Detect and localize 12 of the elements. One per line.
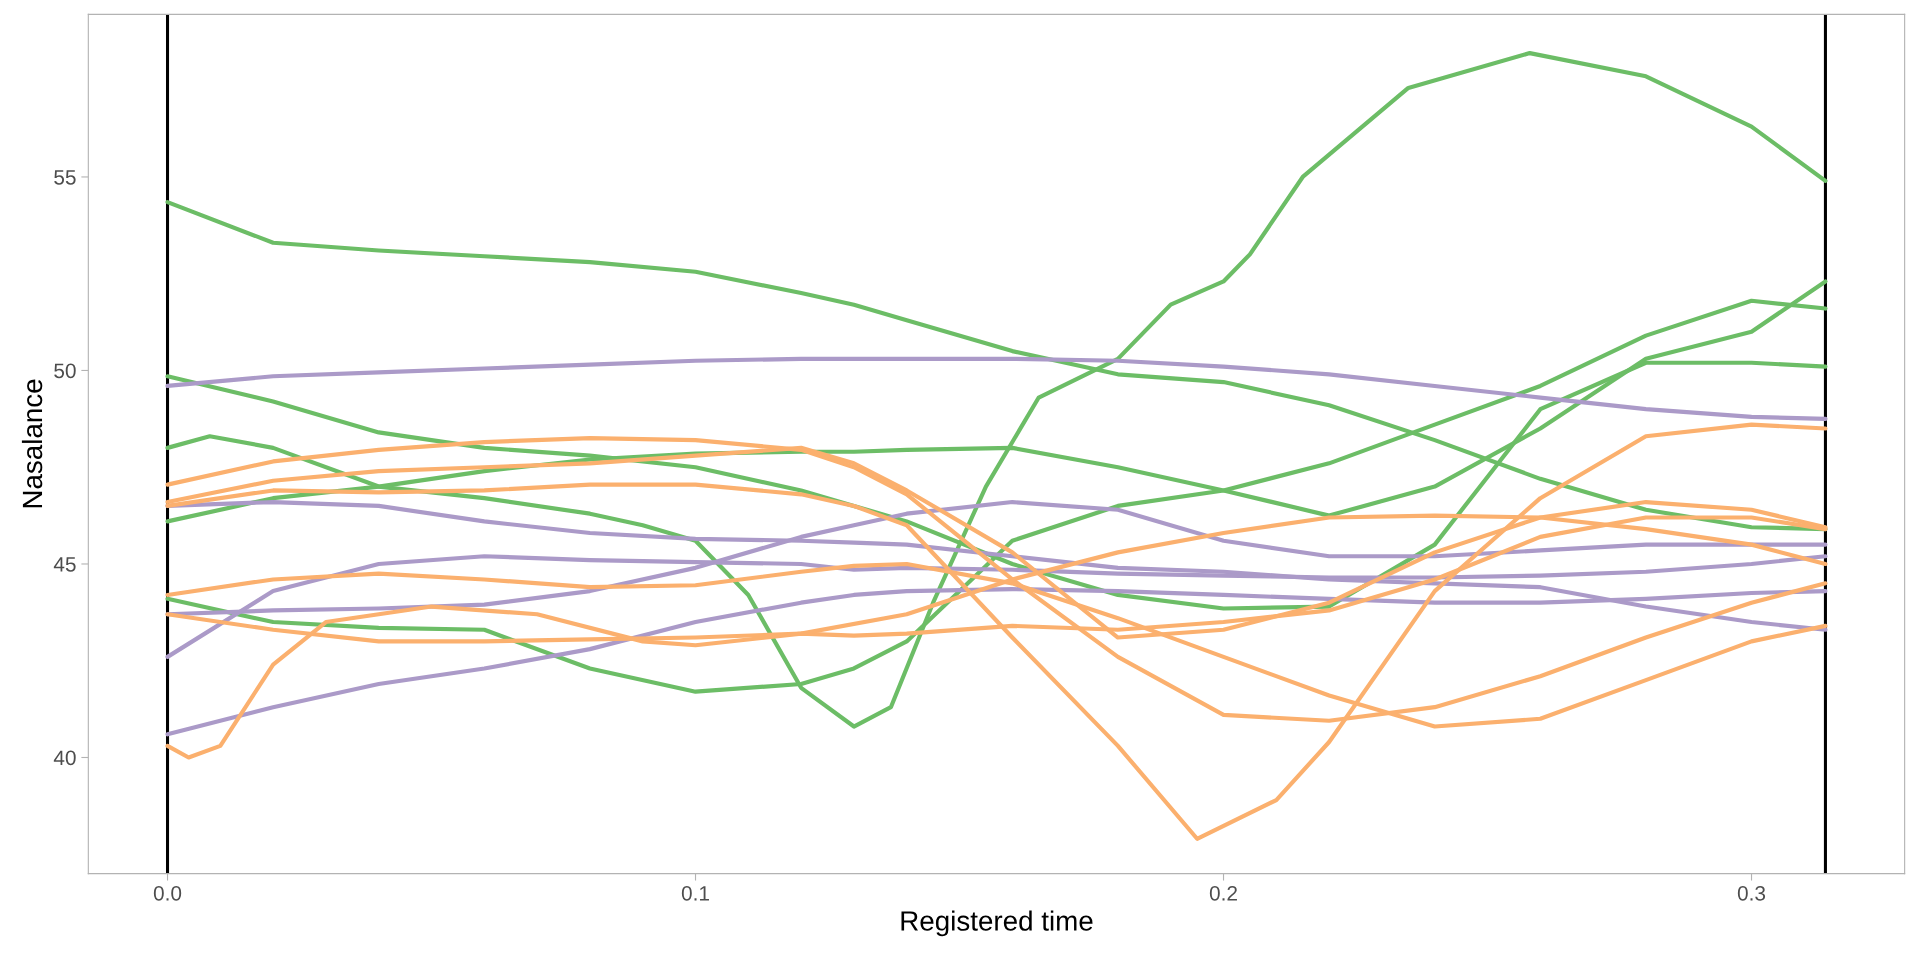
y-tick-label: 45 [53, 557, 76, 572]
x-axis-title: Registered time [901, 910, 1093, 937]
line-series [165, 422, 1828, 841]
y-tick-label: 55 [54, 170, 76, 185]
x-tick-label: 0.2 [1209, 885, 1237, 901]
line-series [165, 356, 1828, 421]
x-tick-label: 0.3 [1737, 885, 1766, 901]
y-tick-label: 40 [53, 750, 76, 766]
y-axis-title: Nasalance [21, 379, 43, 508]
x-tick-label: 0.0 [153, 885, 182, 901]
y-tick-label: 50 [54, 363, 76, 379]
x-tick-label: 0.1 [681, 885, 709, 901]
